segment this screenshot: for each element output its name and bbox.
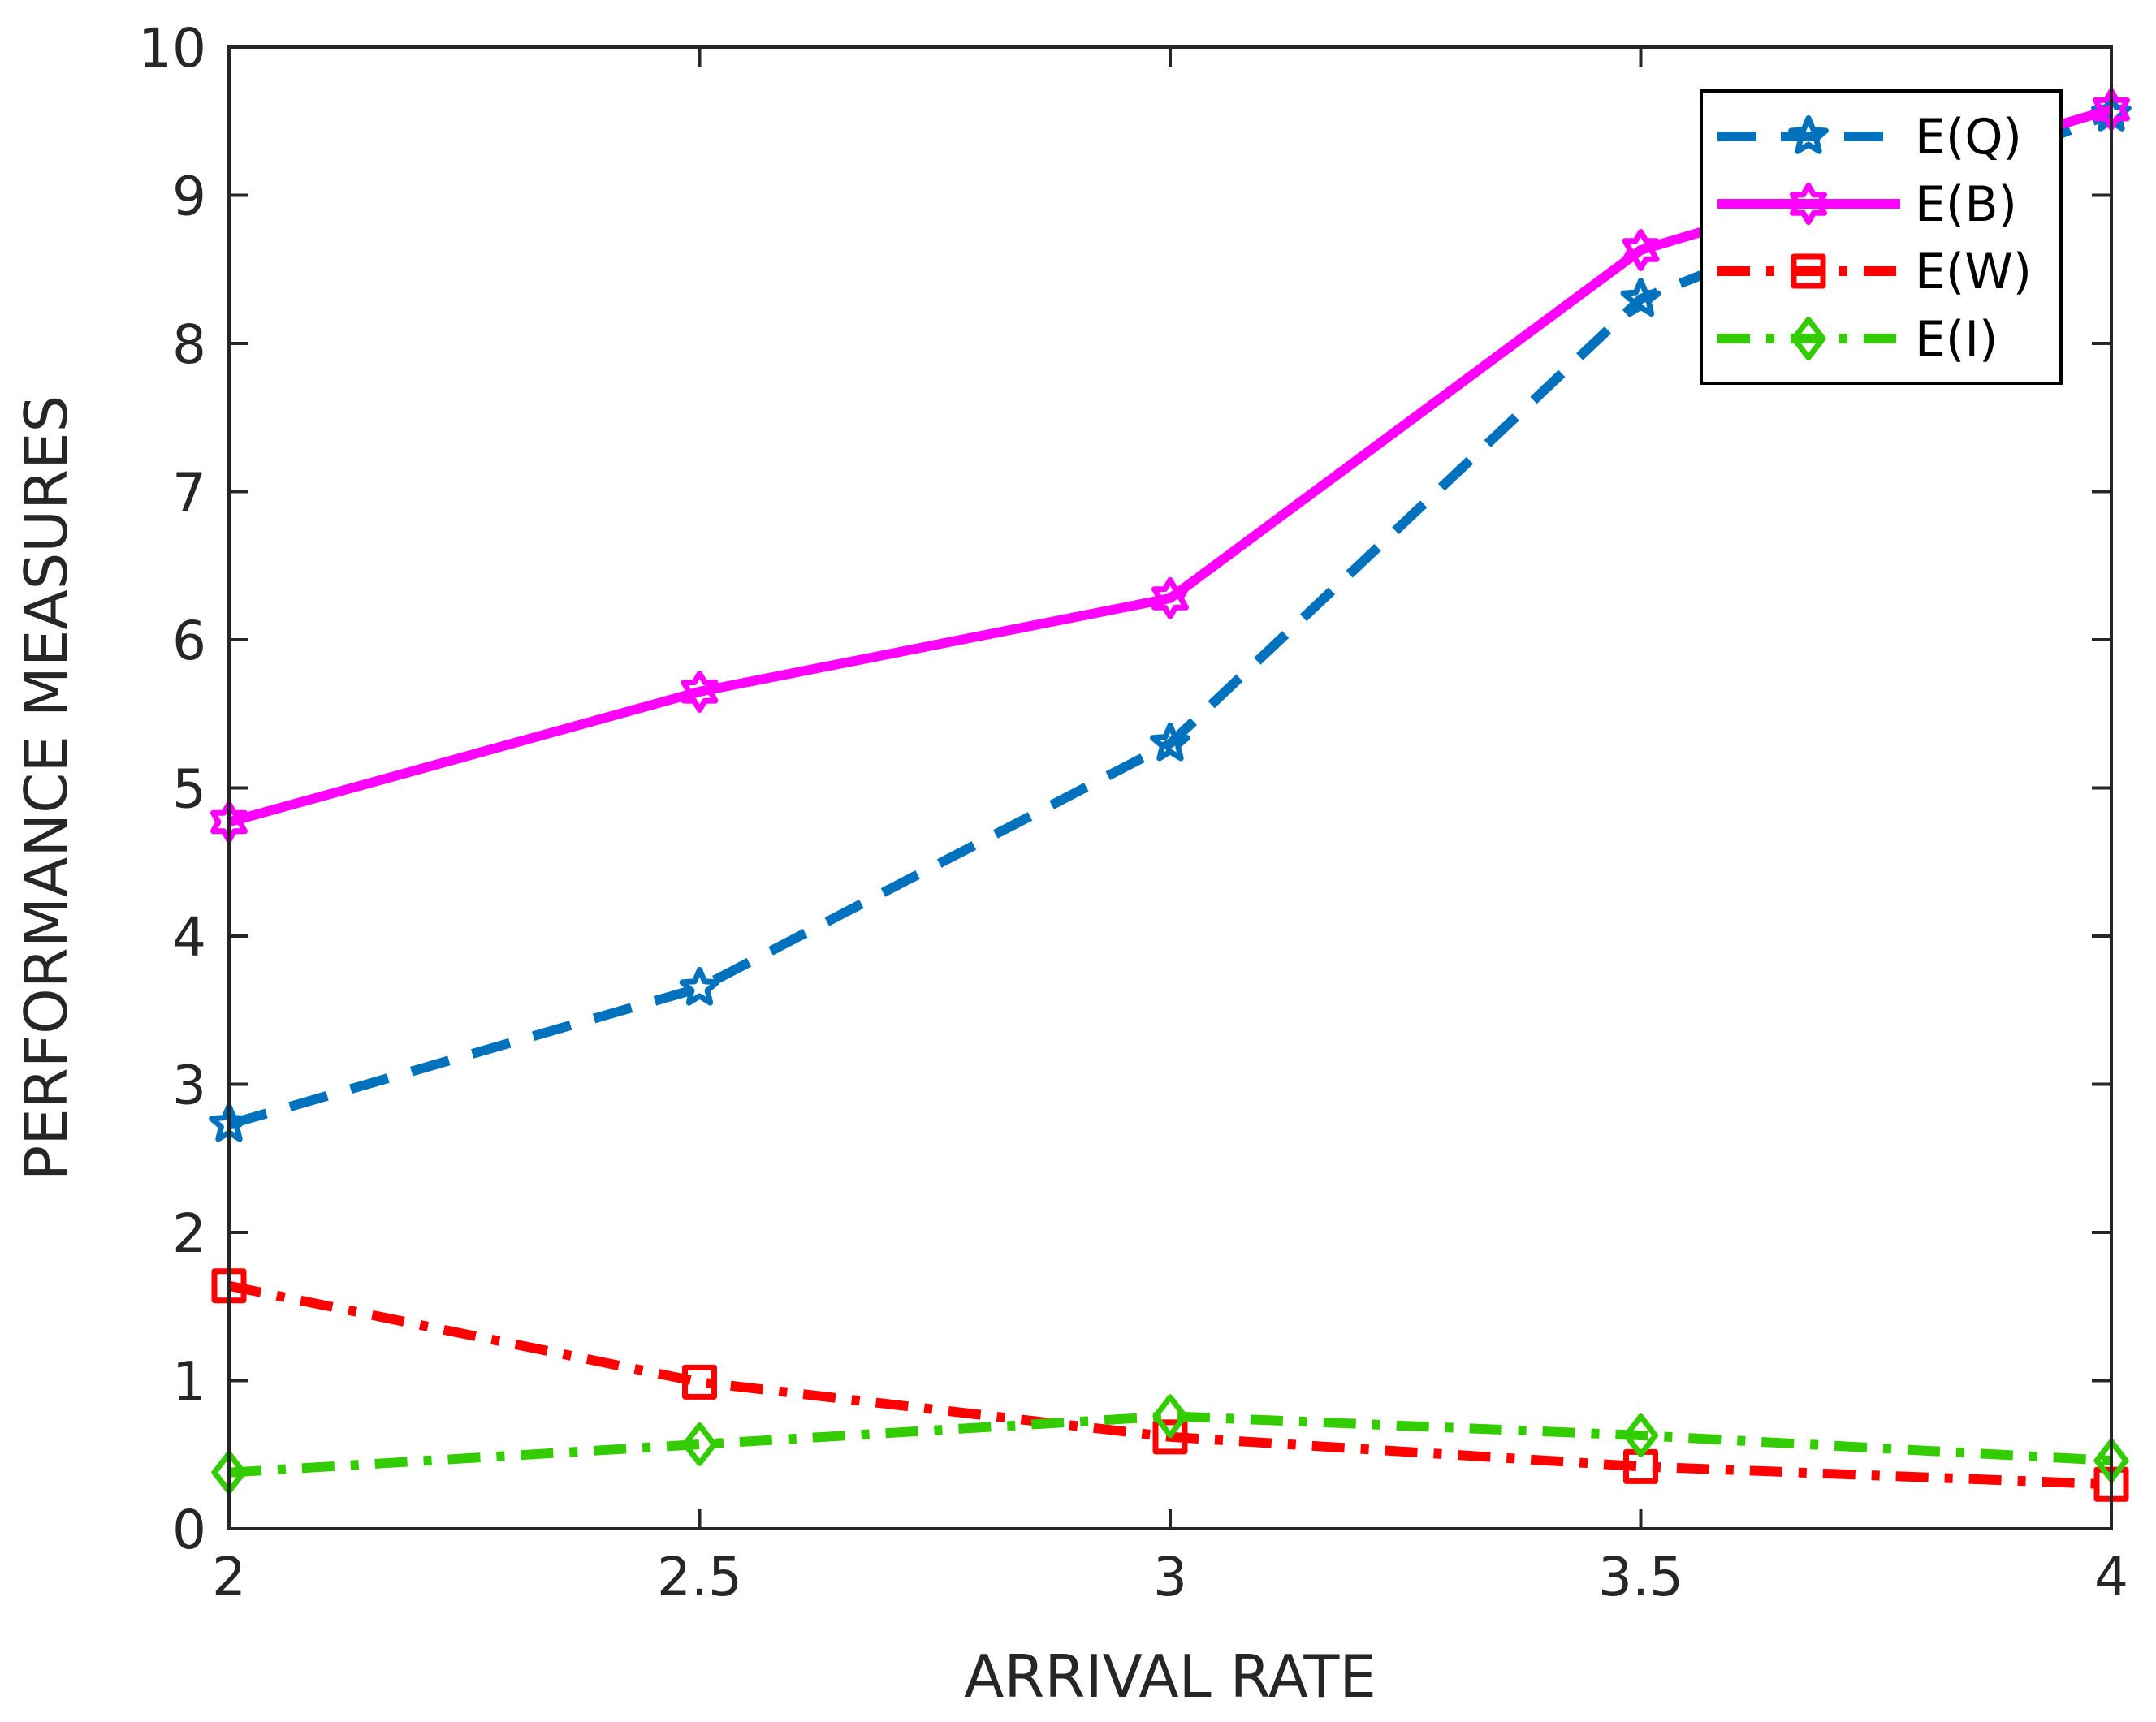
legend-marker-eq [1788,115,1829,154]
data-point-ei [1623,1413,1658,1457]
legend-item-ei: E(I) [1717,311,1998,368]
data-point-ew [1152,1419,1188,1455]
y-tick-label: 4 [172,906,206,969]
series-line-ei [228,1411,2112,1478]
y-tick-label: 2 [172,1202,206,1265]
legend: E(Q) E(B) E(W) E(I) [1700,89,2063,385]
x-tick-label: 4 [2094,1546,2128,1608]
legend-label-eq: E(Q) [1915,109,2022,166]
x-tick-label: 3.5 [1598,1546,1683,1608]
legend-marker-ei [1791,317,1826,360]
legend-item-eb: E(B) [1717,176,2017,233]
data-point-eq [1620,278,1661,317]
data-point-eb [1151,576,1189,619]
y-tick-label: 10 [138,17,206,80]
legend-label-ei: E(I) [1915,311,1998,368]
y-tick-label: 5 [172,758,206,821]
legend-label-ew: E(W) [1915,244,2032,300]
x-axis-label: ARRIVAL RATE [964,1642,1376,1711]
data-point-ei [682,1422,717,1466]
legend-marker-eb [1790,183,1827,225]
y-tick-label: 0 [172,1499,206,1561]
y-tick-label: 1 [172,1351,206,1413]
data-point-eq [679,966,720,1006]
axes-layer [227,45,2113,1530]
legend-item-eq: E(Q) [1717,109,2022,166]
data-point-eq [1150,722,1190,762]
data-point-eb [1622,229,1660,271]
y-tick-label: 3 [172,1055,206,1117]
y-tick-label: 6 [172,610,206,672]
legend-marker-ew [1791,253,1826,289]
x-tick-label: 2.5 [657,1546,742,1608]
series-layer [209,88,2132,1502]
y-tick-label: 8 [172,313,206,376]
y-tick-label: 7 [172,462,206,524]
data-point-ew [211,1268,247,1304]
legend-item-ew: E(W) [1717,244,2032,300]
x-tick-label: 3 [1153,1546,1187,1608]
data-point-eb [681,670,719,713]
tick-labels: 2 2.5 3 3.5 4 0 1 2 3 4 5 6 7 8 9 10 [138,17,2128,1608]
y-axis-label: PERFORMANCE MEASURES [12,395,80,1180]
series-line-eq [227,109,2114,1129]
legend-label-eb: E(B) [1915,176,2017,233]
data-point-ei [1152,1394,1188,1439]
x-tick-label: 2 [212,1546,246,1608]
data-point-ew [682,1364,717,1400]
y-tick-label: 9 [172,166,206,228]
